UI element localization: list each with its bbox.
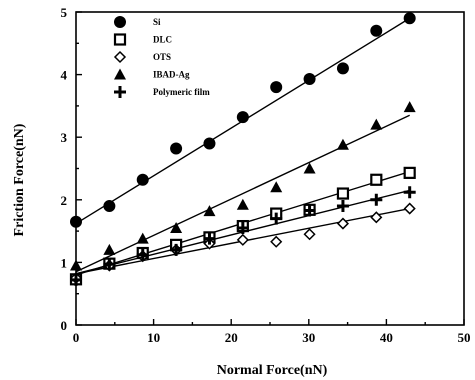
data-point	[270, 81, 283, 94]
data-point	[370, 24, 383, 37]
data-point	[170, 221, 183, 233]
series-polymeric-film	[70, 186, 416, 286]
data-point	[336, 217, 350, 230]
data-point	[236, 221, 249, 234]
legend-entry: Si	[114, 16, 161, 28]
data-point	[236, 111, 249, 124]
y-tick-label: 4	[61, 68, 68, 83]
legend-label: DLC	[153, 35, 172, 45]
y-tick-label: 5	[61, 5, 68, 20]
data-point	[303, 228, 316, 241]
data-point	[370, 118, 383, 130]
data-point	[403, 166, 416, 179]
legend-entry: DLC	[113, 33, 172, 46]
legend-entry: OTS	[113, 50, 171, 64]
y-tick-label: 0	[61, 318, 68, 333]
data-point	[403, 101, 416, 113]
data-point	[236, 198, 249, 210]
data-point	[270, 235, 283, 248]
data-point	[336, 187, 350, 200]
x-tick-label: 20	[225, 330, 238, 345]
data-point	[370, 211, 383, 224]
data-point	[236, 233, 249, 246]
y-tick-label: 1	[61, 255, 68, 270]
data-point	[403, 12, 416, 25]
y-axis-title: Friction Force(nN)	[12, 123, 27, 236]
data-point	[103, 200, 116, 213]
data-point	[303, 162, 316, 174]
y-tick-label: 3	[61, 130, 68, 145]
x-axis-title: Normal Force(nN)	[217, 363, 328, 378]
data-point	[336, 62, 349, 75]
legend-label: Polymeric film	[153, 87, 210, 97]
data-point	[170, 243, 183, 256]
legend-marker	[114, 16, 126, 28]
data-point	[303, 72, 316, 85]
legend-label: IBAD-Ag	[153, 70, 190, 80]
plot-area	[69, 12, 416, 286]
data-point	[103, 243, 116, 255]
x-tick-label: 50	[458, 330, 471, 345]
series-ibad-ag	[70, 101, 416, 273]
data-point	[203, 137, 216, 150]
data-point	[270, 212, 283, 225]
fit-line	[75, 114, 410, 273]
data-point	[370, 173, 383, 186]
axes: 0 10 20 30 40 50 0 1 2 3 4 5	[61, 5, 471, 345]
x-tick-label: 10	[147, 330, 160, 345]
data-point	[136, 248, 149, 261]
data-point	[403, 186, 416, 199]
data-point	[336, 138, 349, 150]
data-point	[136, 232, 149, 244]
series-si	[70, 12, 416, 228]
data-point	[303, 204, 316, 217]
x-tick-label: 0	[73, 330, 80, 345]
legend-label: OTS	[153, 52, 171, 62]
data-point	[336, 200, 349, 213]
legend-label: Si	[153, 17, 161, 27]
data-point	[403, 202, 416, 215]
data-point	[136, 173, 149, 186]
data-point	[203, 205, 216, 217]
data-point	[103, 258, 116, 271]
legend-entry: Polymeric film	[114, 86, 210, 98]
legend-marker	[113, 50, 127, 64]
data-point	[270, 181, 283, 193]
legend-marker	[114, 68, 126, 80]
y-tick-label: 2	[61, 193, 68, 208]
series-ots	[69, 202, 416, 285]
legend: Si DLC OTS IBAD-Ag Polymeric film	[113, 16, 210, 98]
legend-marker	[113, 33, 127, 46]
data-point	[203, 232, 216, 245]
legend-marker	[114, 86, 126, 98]
legend-entry: IBAD-Ag	[114, 68, 190, 80]
data-point	[370, 193, 383, 206]
x-tick-label: 30	[302, 330, 315, 345]
data-point	[170, 142, 183, 155]
x-tick-label: 40	[380, 330, 393, 345]
